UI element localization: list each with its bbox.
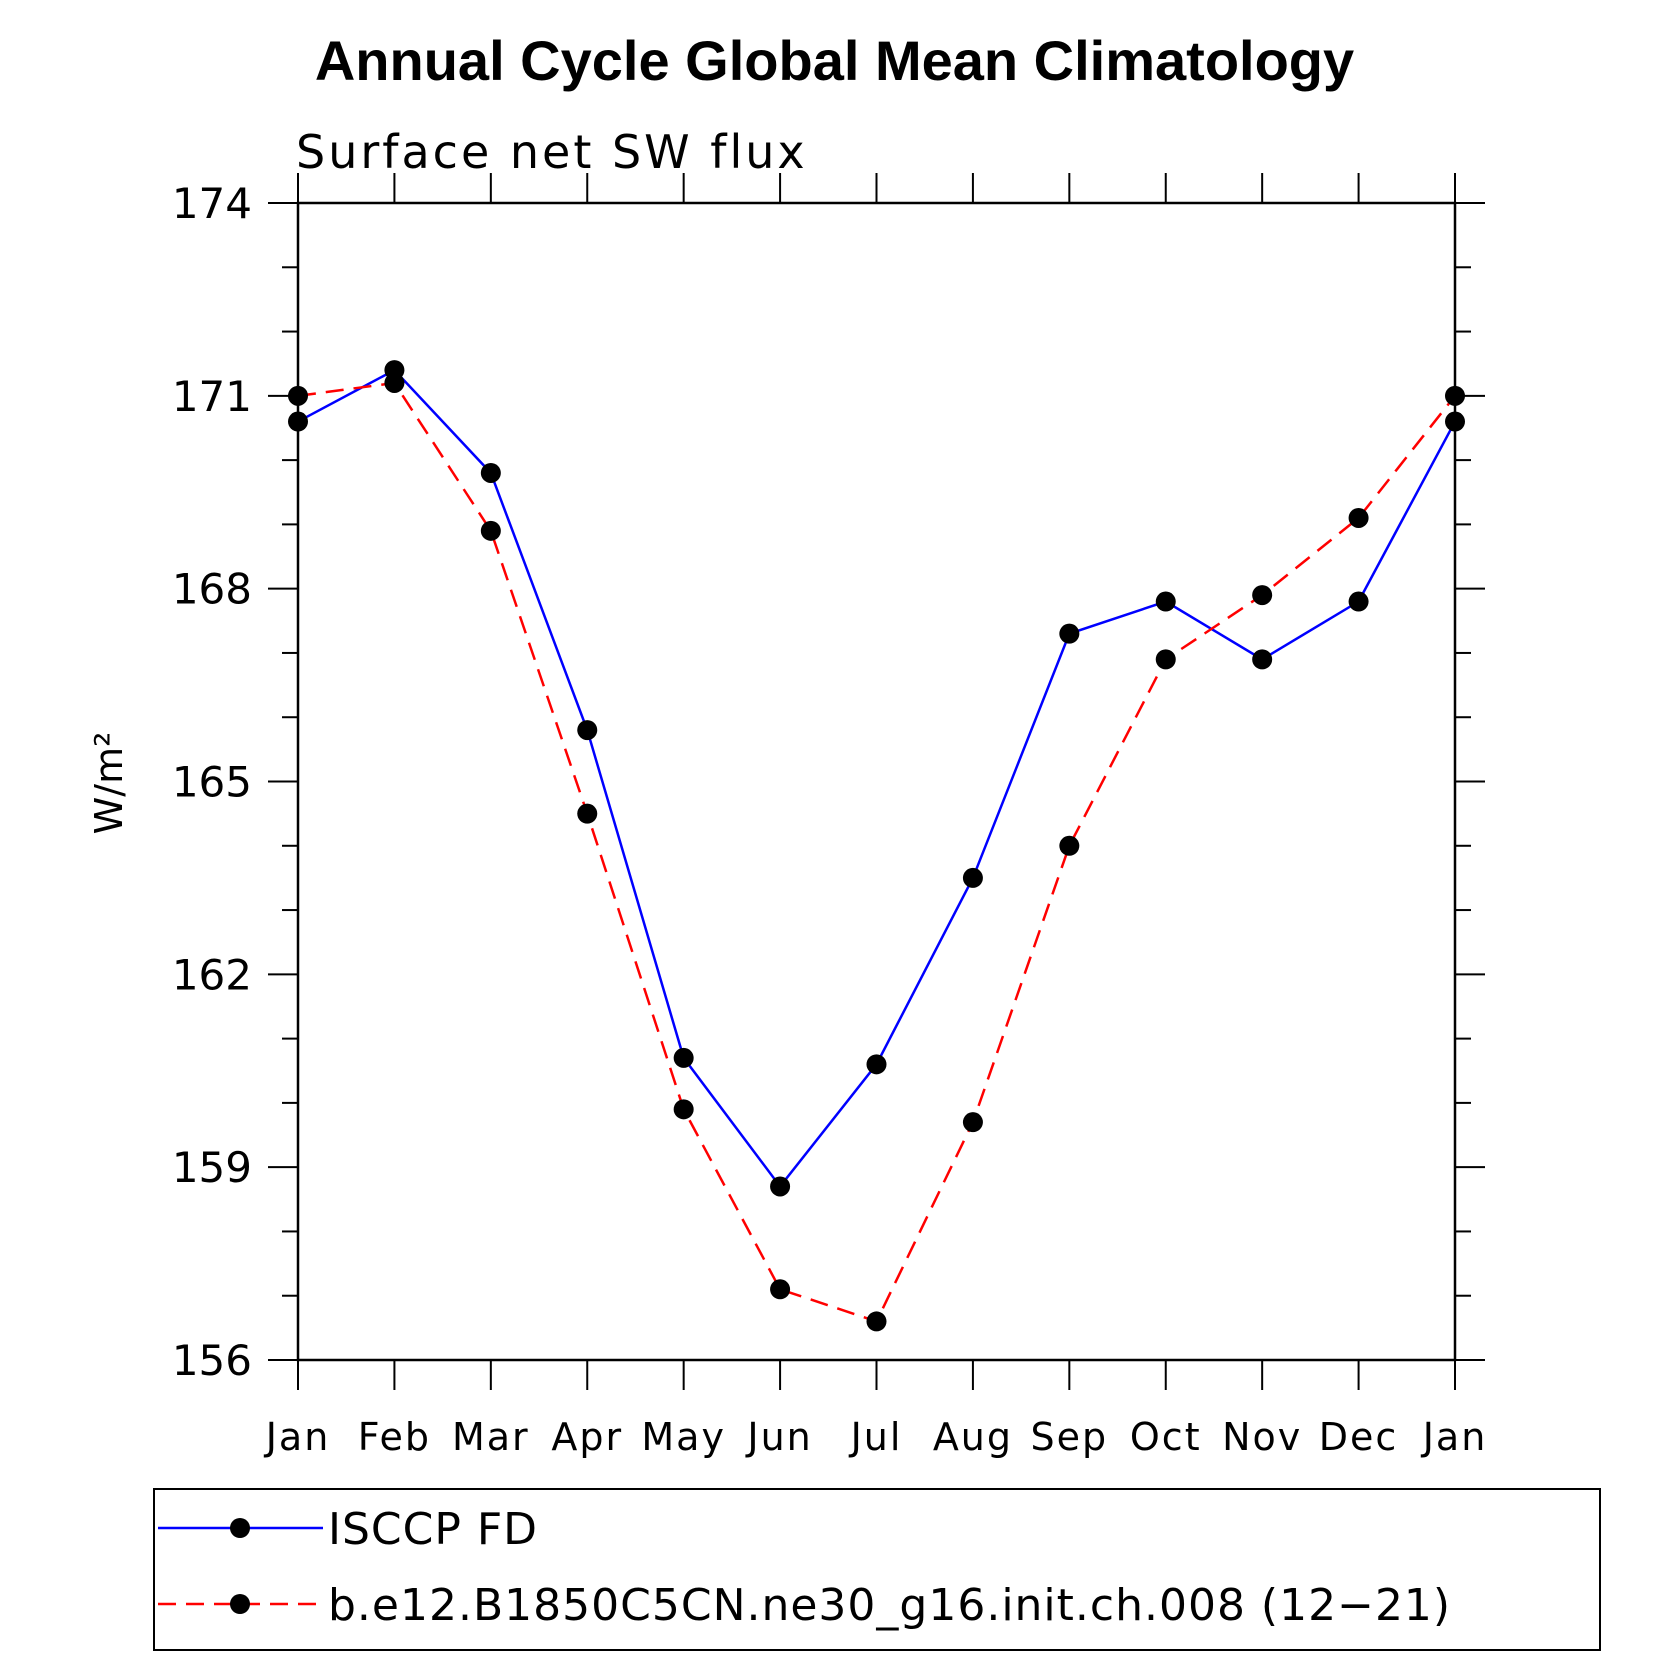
legend-marker-2: [230, 1594, 250, 1614]
chart-subtitle: Surface net SW flux: [296, 125, 808, 179]
series-2-point: [1252, 585, 1273, 606]
x-tick-label: Feb: [358, 1415, 431, 1459]
plot-axes: 156 159 162 165 168 171 174 Jan Feb Mar Apr May Jun J…: [172, 173, 1488, 1459]
x-tick-label: Sep: [1031, 1415, 1109, 1459]
series-1-point: [480, 462, 501, 483]
series-1-point: [1059, 623, 1080, 644]
series-1-point: [866, 1054, 887, 1075]
y-tick-label: 174: [172, 179, 252, 228]
series-1-point: [770, 1176, 791, 1197]
series-2-point: [1155, 649, 1176, 670]
x-tick-label: Oct: [1130, 1415, 1202, 1459]
x-tick-label: Dec: [1319, 1415, 1399, 1459]
series-2-point: [673, 1099, 694, 1120]
x-tick-label: May: [641, 1415, 726, 1459]
series-layer: [288, 360, 1465, 1332]
x-tick-label: Mar: [452, 1415, 530, 1459]
y-tick-label: 159: [172, 1143, 252, 1192]
y-tick-label: 162: [172, 950, 252, 999]
chart-title: Annual Cycle Global Mean Climatology: [314, 29, 1355, 92]
series-2-point: [962, 1112, 983, 1133]
series-2-point: [384, 372, 405, 393]
x-tick-label: Jan: [264, 1415, 331, 1459]
plot-frame: [296, 201, 1457, 1362]
y-tick-label: 165: [172, 758, 252, 807]
x-tick-label: Nov: [1222, 1415, 1302, 1459]
series-2-point: [1445, 385, 1465, 406]
y-tick-label: 168: [172, 565, 252, 614]
series-1-point: [673, 1047, 694, 1068]
legend: [153, 1488, 1601, 1651]
legend-label-1: ISCCP FD: [328, 1504, 538, 1555]
y-axis-label: W/m²: [87, 732, 131, 835]
series-2-point: [1348, 507, 1369, 528]
series-2-point: [770, 1279, 791, 1300]
series-2-point: [577, 803, 598, 824]
x-tick-label: Apr: [551, 1415, 623, 1459]
y-tick-label: 156: [172, 1336, 252, 1385]
series-1-point: [1348, 591, 1369, 612]
series-1-point: [1155, 591, 1176, 612]
x-tick-label: Jul: [849, 1415, 903, 1459]
series-2-point: [866, 1311, 887, 1332]
series-2-point: [288, 385, 308, 406]
series-1-point: [288, 411, 308, 432]
series-1-point: [1252, 649, 1273, 670]
series-1-point: [577, 720, 598, 741]
series-2-point: [1059, 835, 1080, 856]
x-tick-label: Jan: [1421, 1415, 1488, 1459]
x-tick-label: Jun: [745, 1415, 812, 1459]
y-tick-label: 171: [172, 372, 252, 421]
legend-label-2: b.e12.B1850C5CN.ne30_g16.init.ch.008 (12…: [328, 1580, 1451, 1631]
series-2-point: [480, 520, 501, 541]
series-line-2: [297, 381, 1456, 1323]
series-1-point: [1445, 411, 1465, 432]
x-tick-label: Aug: [933, 1415, 1013, 1459]
legend-marker-1: [230, 1518, 250, 1538]
series-1-point: [962, 867, 983, 888]
